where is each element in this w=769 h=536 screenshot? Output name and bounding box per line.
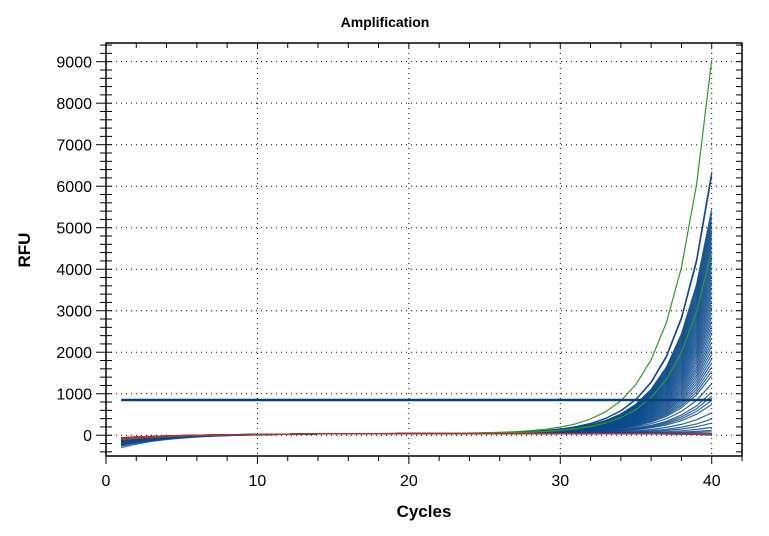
x-tick-label: 20 (400, 473, 418, 490)
y-tick-label: 4000 (56, 262, 92, 279)
x-tick-label: 30 (551, 473, 569, 490)
x-axis-label: Cycles (397, 502, 452, 521)
y-tick-label: 8000 (56, 96, 92, 113)
blue-amplification-curve (121, 213, 713, 443)
y-tick-label: 0 (83, 428, 92, 445)
chart-title: Amplification (341, 14, 430, 30)
y-tick-label: 5000 (56, 221, 92, 238)
y-tick-label: 7000 (56, 138, 92, 155)
plot-frame (105, 42, 743, 457)
curves (120, 59, 713, 449)
x-tick-label: 10 (249, 473, 267, 490)
y-tick-label: 3000 (56, 304, 92, 321)
blue-amplification-curve (121, 209, 713, 440)
blue-amplification-curve (121, 174, 713, 444)
blue-amplification-curve (121, 250, 713, 440)
red-amplification-curve (121, 433, 712, 440)
x-tick-label: 0 (102, 473, 111, 490)
y-axis-label: RFU (15, 233, 34, 268)
green-amplification-curve (121, 250, 713, 440)
blue-amplification-curve (121, 221, 713, 439)
y-tick-label: 2000 (56, 345, 92, 362)
blue-amplification-curve (121, 225, 713, 445)
green-amplification-curve (121, 59, 713, 440)
x-tick-label: 40 (703, 473, 721, 490)
grid (106, 43, 742, 456)
y-tick-label: 9000 (56, 55, 92, 72)
y-tick-label: 6000 (56, 179, 92, 196)
y-tick-label: 1000 (56, 387, 92, 404)
axis-ticks: 0 10 20 30 40 0 1000 2000 3000 4000 5000 6000 7000 80… (56, 43, 743, 490)
